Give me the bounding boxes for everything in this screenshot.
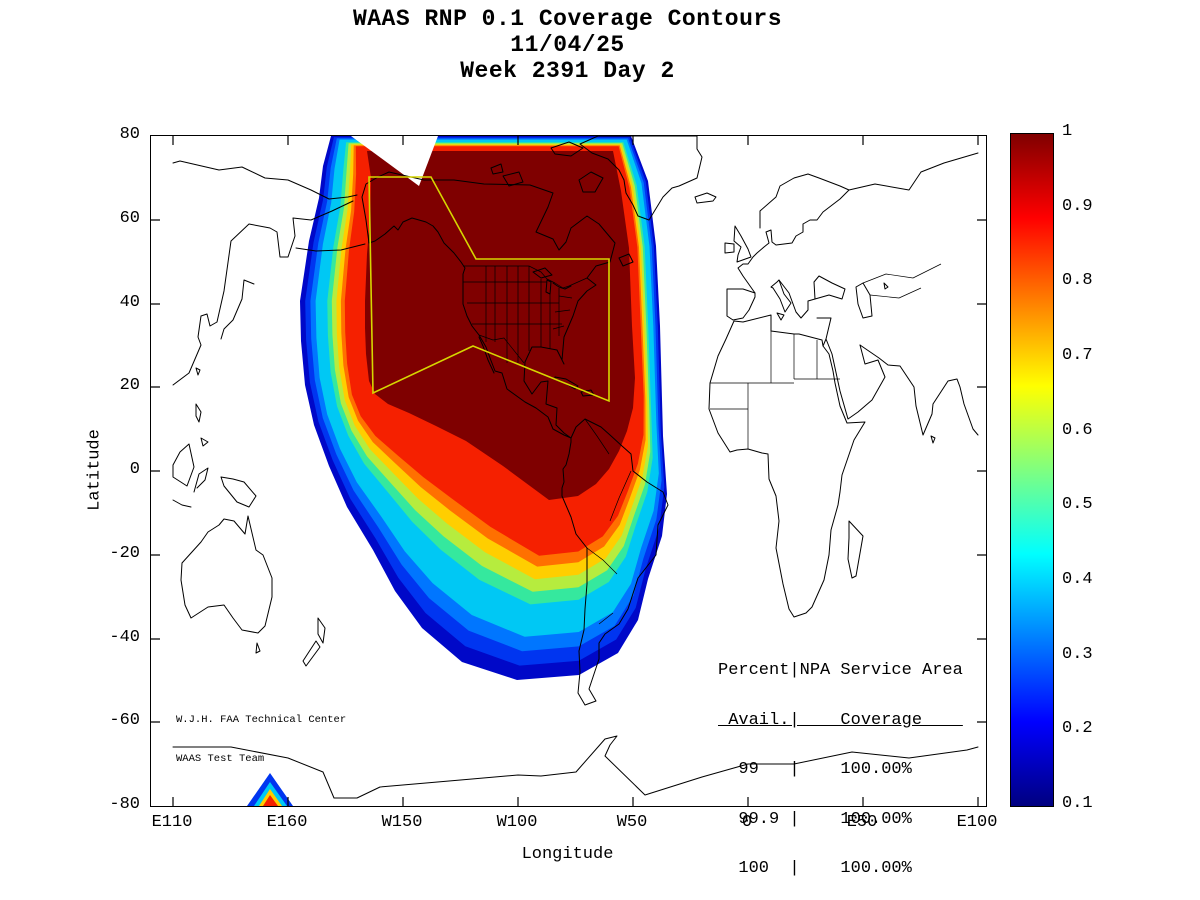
y-tick-label: -60: [109, 711, 140, 730]
secondary-contour-peak: [247, 773, 293, 806]
coastline-black-sea: [813, 275, 846, 300]
x-tick-label: W50: [616, 813, 648, 832]
coastline-south-asia: [859, 344, 979, 436]
borders-us-states-horizontal: [463, 281, 573, 330]
title-block: WAAS RNP 0.1 Coverage Contours 11/04/25 …: [150, 6, 985, 84]
coastline-australia: [180, 515, 273, 654]
x-tick-label: E50: [846, 813, 878, 832]
coastline-turkey-levant: [816, 317, 832, 347]
coastline-siberia-arctic: [172, 160, 358, 200]
borders-south-america: [584, 418, 632, 625]
coastline-iceland: [694, 192, 717, 204]
x-axis-label: Longitude: [521, 845, 614, 864]
colorbar-tick-label: 0.5: [1062, 495, 1093, 514]
coastline-britain: [733, 225, 752, 263]
credit-line-1: W.J.H. FAA Technical Center: [176, 714, 347, 726]
coastline-scandinavia: [759, 173, 850, 229]
colorbar-tick-label: 0.6: [1062, 421, 1093, 440]
coastline-philippines: [195, 403, 209, 447]
coastline-italy: [770, 279, 792, 321]
borders-central-asia: [862, 263, 942, 299]
colorbar-tick-label: 0.8: [1062, 271, 1093, 290]
coastline-aleutians: [295, 243, 366, 252]
coastline-new-zealand: [302, 617, 326, 667]
coastlines-layer: [172, 136, 979, 799]
map-plot-area: [150, 135, 987, 807]
coastline-newfoundland: [618, 253, 634, 267]
coverage-table-header-1: Percent|NPA Service Area: [718, 661, 963, 680]
colorbar-tick-label: 0.9: [1062, 197, 1093, 216]
coastline-arabia: [825, 338, 886, 420]
coverage-table-row: 99.9 | 100.00%: [718, 809, 912, 829]
coverage-map-svg: [151, 136, 986, 806]
coastline-madagascar: [847, 520, 864, 579]
contour-layer: [300, 136, 667, 680]
y-tick-label: -40: [109, 628, 140, 647]
x-tick-label: E100: [956, 813, 998, 832]
coastline-caspian-aral: [855, 282, 889, 319]
npa-service-area-outline: [368, 176, 610, 403]
coastline-balkans-greece: [778, 279, 816, 319]
coastline-south-america: [561, 418, 669, 706]
peak-band-red: [263, 795, 278, 806]
x-tick-label: 0: [741, 813, 753, 832]
border-us-canada: [463, 265, 588, 289]
y-tick-label: 80: [119, 125, 140, 144]
coastline-antarctica: [172, 735, 979, 799]
x-tick-label: E110: [151, 813, 193, 832]
coastline-sri-lanka: [930, 435, 936, 444]
coastline-north-america: [361, 171, 616, 439]
coastline-east-asia: [172, 200, 354, 386]
coverage-table-row: 99 | 100.00%: [718, 760, 912, 779]
coverage-table-row: 100 | 100.00%: [718, 859, 912, 878]
chart-title: WAAS RNP 0.1 Coverage Contours: [352, 6, 783, 32]
chart-week-day: Week 2391 Day 2: [460, 58, 675, 84]
coastline-ireland: [724, 242, 735, 254]
borders-us-states-vertical: [485, 266, 560, 363]
coastline-taiwan: [195, 367, 201, 376]
colorbar-tick-label: 0.2: [1062, 719, 1093, 738]
colorbar-tick-label: 0.4: [1062, 570, 1093, 589]
axis-tick-marks: [151, 136, 986, 806]
y-tick-label: -80: [109, 795, 140, 814]
x-tick-label: E160: [266, 813, 308, 832]
colorbar-tick-label: 0.3: [1062, 645, 1093, 664]
coastline-europe: [737, 152, 979, 294]
x-tick-label: W150: [381, 813, 423, 832]
coastline-indonesia: [172, 443, 209, 508]
coverage-table: Percent|NPA Service Area Avail.| Coverag…: [718, 630, 963, 900]
colorbar-tick-label: 1: [1062, 122, 1073, 141]
coastline-iberia: [726, 288, 756, 321]
coastline-arctic-islands: [490, 141, 604, 193]
colorbar: [1010, 133, 1054, 807]
coastline-africa: [708, 314, 866, 618]
colorbar-tick-label: 0.7: [1062, 346, 1093, 365]
coastline-baja: [478, 336, 495, 374]
x-tick-label: W100: [496, 813, 538, 832]
coastline-new-guinea: [220, 476, 257, 508]
y-tick-label: 40: [119, 293, 140, 312]
coastline-greenland: [579, 136, 703, 221]
borders-africa: [710, 331, 840, 449]
y-axis-label: Latitude: [85, 429, 105, 511]
y-tick-label: 20: [119, 376, 140, 395]
y-tick-label: 0: [129, 460, 140, 479]
credit-annotation: W.J.H. FAA Technical Center WAAS Test Te…: [176, 688, 346, 792]
borders-layer: [463, 263, 942, 625]
credit-line-2: WAAS Test Team: [176, 753, 265, 765]
chart-date: 11/04/25: [510, 32, 625, 58]
coastline-japan: [220, 279, 255, 340]
colorbar-tick-label: 0.1: [1062, 794, 1093, 813]
y-tick-label: 60: [119, 209, 140, 228]
coverage-table-header-2: Avail.| Coverage: [718, 710, 963, 730]
y-tick-label: -20: [109, 544, 140, 563]
contour-notch: [351, 136, 438, 186]
